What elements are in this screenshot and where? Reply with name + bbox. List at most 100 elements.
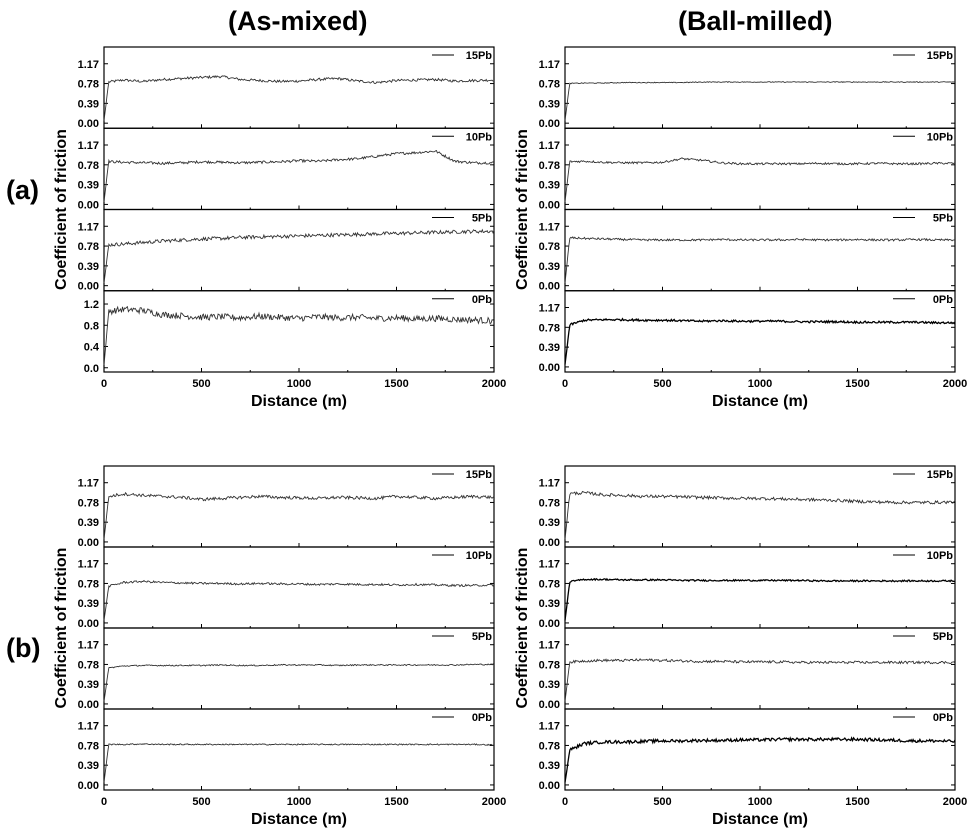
- legend-label: 15Pb: [466, 469, 493, 481]
- panel-frame: [103, 708, 495, 791]
- y-tick-label: 0.39: [539, 180, 560, 192]
- series-line-0Pb: [103, 743, 494, 783]
- series-line-15Pb: [103, 74, 495, 121]
- legend-label: 0Pb: [472, 294, 492, 306]
- row-label-b: (b): [6, 633, 41, 663]
- panel-frame: [103, 208, 495, 292]
- panel-10Pb: 0.00 0.39 0.78 1.17 10Pb: [539, 127, 956, 211]
- y-tick-label: 0.78: [539, 322, 560, 334]
- x-axis-title: Distance (m): [712, 811, 808, 828]
- panel-0Pb: 0.0 0.4 0.8 1.2 0Pb: [84, 290, 495, 375]
- x-tick-label: 1000: [287, 796, 311, 808]
- legend-label: 10Pb: [466, 550, 493, 562]
- series-line-10Pb: [564, 577, 956, 621]
- y-tick-label: 1.17: [78, 59, 99, 71]
- legend-label: 10Pb: [466, 131, 493, 143]
- x-tick-label: 1500: [384, 796, 408, 808]
- panel-15Pb: 0.00 0.39 0.78 1.17 15Pb: [78, 465, 495, 549]
- y-tick-label: 1.17: [78, 640, 99, 652]
- column-title-ball-milled: (Ball-milled): [678, 6, 833, 36]
- y-axis-title: Coefficient of friction: [53, 548, 70, 709]
- y-tick-label: 0.78: [78, 241, 99, 253]
- panel-frame: [564, 627, 956, 710]
- y-tick-label: 1.17: [78, 221, 99, 233]
- y-tick-label: 0.78: [78, 659, 99, 671]
- x-tick-label: 2000: [943, 796, 967, 808]
- legend-label: 10Pb: [927, 131, 954, 143]
- x-tick-label: 2000: [482, 796, 506, 808]
- chart-0: 0.00 0.39 0.78 1.17 15Pb 0.00 0.39 0.78 1.17 10Pb…: [53, 46, 506, 410]
- series-line-0Pb: [564, 736, 956, 783]
- x-tick-label: 1000: [748, 796, 772, 808]
- series-line-15Pb: [564, 81, 956, 121]
- panel-frame: [564, 465, 956, 548]
- y-tick-label: 0.00: [78, 618, 99, 630]
- y-tick-label: 0.39: [78, 98, 99, 110]
- y-tick-label: 0.00: [539, 281, 560, 293]
- y-tick-label: 0.39: [78, 517, 99, 529]
- panel-frame: [103, 46, 495, 129]
- chart-1: 0.00 0.39 0.78 1.17 15Pb 0.00 0.39 0.78 1.17 10Pb…: [514, 46, 967, 410]
- series-line-5Pb: [103, 663, 495, 702]
- legend-label: 15Pb: [927, 469, 954, 481]
- series-line-15Pb: [103, 491, 495, 540]
- y-tick-label: 0.00: [539, 537, 560, 549]
- panel-frame: [103, 127, 495, 211]
- x-axis-title: Distance (m): [712, 393, 808, 410]
- y-tick-label: 0.00: [539, 199, 560, 211]
- y-tick-label: 1.17: [539, 478, 560, 490]
- y-tick-label: 0.78: [539, 79, 560, 91]
- y-tick-label: 1.17: [539, 140, 560, 152]
- y-tick-label: 0.39: [539, 517, 560, 529]
- panel-10Pb: 0.00 0.39 0.78 1.17 10Pb: [539, 546, 956, 630]
- panel-frame: [564, 46, 956, 129]
- chart-3: 0.00 0.39 0.78 1.17 15Pb 0.00 0.39 0.78 1.17 10Pb…: [514, 465, 967, 828]
- y-tick-label: 0.00: [539, 618, 560, 630]
- legend-label: 5Pb: [933, 631, 953, 643]
- y-tick-label: 0.00: [539, 699, 560, 711]
- series-line-5Pb: [103, 228, 495, 284]
- legend-label: 5Pb: [933, 213, 953, 225]
- y-tick-label: 0.00: [539, 118, 560, 130]
- x-tick-label: 1000: [287, 378, 311, 390]
- panel-5Pb: 0.00 0.39 0.78 1.17 5Pb: [78, 208, 495, 293]
- x-axis-title: Distance (m): [251, 811, 347, 828]
- legend-label: 15Pb: [927, 50, 954, 62]
- panel-frame: [564, 290, 956, 373]
- y-tick-label: 1.17: [539, 59, 560, 71]
- y-tick-label: 1.17: [539, 559, 560, 571]
- y-tick-label: 0.39: [78, 598, 99, 610]
- panel-10Pb: 0.00 0.39 0.78 1.17 10Pb: [78, 546, 495, 630]
- y-tick-label: 0.00: [78, 281, 99, 293]
- y-tick-label: 0.78: [78, 160, 99, 172]
- y-tick-label: 0.78: [539, 160, 560, 172]
- series-line-10Pb: [564, 157, 956, 202]
- y-tick-label: 0.0: [84, 363, 99, 375]
- panel-frame: [103, 290, 495, 373]
- x-tick-label: 1500: [384, 378, 408, 390]
- y-tick-label: 0.78: [78, 740, 99, 752]
- y-tick-label: 0.78: [539, 497, 560, 509]
- series-line-5Pb: [564, 236, 956, 284]
- y-tick-label: 1.17: [78, 721, 99, 733]
- y-tick-label: 0.39: [539, 679, 560, 691]
- x-tick-label: 0: [101, 378, 107, 390]
- x-tick-label: 0: [562, 378, 568, 390]
- y-tick-label: 0.8: [84, 320, 99, 332]
- y-tick-label: 1.17: [78, 478, 99, 490]
- panel-frame: [103, 546, 495, 629]
- y-tick-label: 0.00: [539, 362, 560, 374]
- y-tick-label: 1.17: [78, 140, 99, 152]
- y-tick-label: 0.39: [78, 180, 99, 192]
- legend-label: 0Pb: [933, 712, 953, 724]
- x-axis-title: Distance (m): [251, 393, 347, 410]
- y-tick-label: 0.00: [539, 780, 560, 792]
- panel-0Pb: 0.00 0.39 0.78 1.17 0Pb: [539, 708, 956, 792]
- series-line-0Pb: [564, 317, 956, 365]
- y-tick-label: 0.00: [78, 118, 99, 130]
- y-axis-title: Coefficient of friction: [53, 129, 70, 290]
- panel-frame: [564, 708, 956, 791]
- legend-label: 0Pb: [472, 712, 492, 724]
- y-tick-label: 0.78: [78, 79, 99, 91]
- legend-label: 5Pb: [472, 631, 492, 643]
